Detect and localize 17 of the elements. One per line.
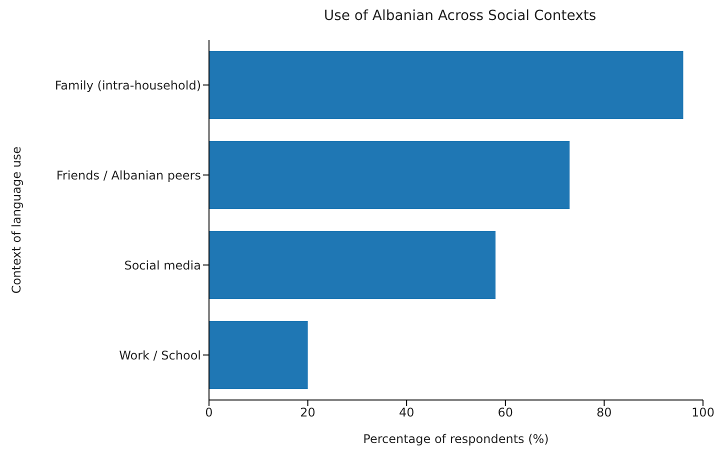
y-tick-label: Friends / Albanian peers — [56, 168, 201, 182]
bar — [209, 231, 496, 299]
y-tick-label: Social media — [124, 258, 201, 272]
x-tick-label: 100 — [692, 406, 714, 420]
x-tick-label: 80 — [596, 406, 612, 420]
x-axis-title: Percentage of respondents (%) — [363, 432, 549, 446]
x-tick-label: 60 — [498, 406, 514, 420]
y-tick-label: Work / School — [119, 348, 201, 362]
bar — [209, 321, 308, 389]
x-tick-label: 40 — [398, 406, 414, 420]
bar — [209, 141, 570, 209]
bar — [209, 51, 684, 119]
x-tick-label: 20 — [300, 406, 316, 420]
chart-title: Use of Albanian Across Social Contexts — [322, 8, 598, 24]
x-tick-label: 0 — [205, 406, 213, 420]
y-axis-title: Context of language use — [9, 146, 24, 294]
y-tick-label: Family (intra-household) — [54, 78, 201, 92]
